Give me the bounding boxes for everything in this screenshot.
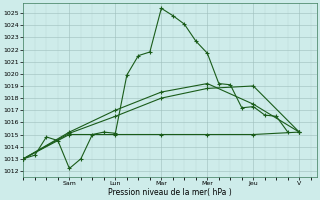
X-axis label: Pression niveau de la mer( hPa ): Pression niveau de la mer( hPa ) [108, 188, 232, 197]
